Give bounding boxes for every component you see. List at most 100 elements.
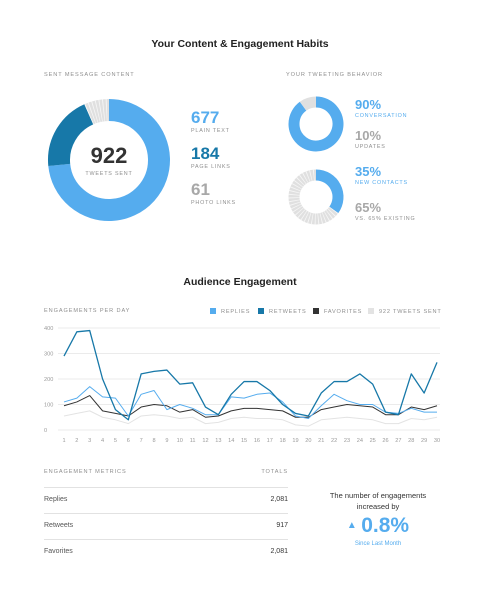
updates-stat: 10% UPDATES xyxy=(355,129,386,150)
increase-value-row: ▲ 0.8% xyxy=(318,514,438,538)
x-tick-label: 23 xyxy=(344,438,350,444)
page-links-value: 184 xyxy=(191,144,220,163)
photo-links-label: PHOTO LINKS xyxy=(191,200,236,206)
increase-sub: Since Last Month xyxy=(354,541,402,547)
x-tick-label: 11 xyxy=(190,438,196,444)
x-tick-label: 20 xyxy=(305,438,311,444)
behavior-label: YOUR TWEETING BEHAVIOR xyxy=(286,72,383,78)
legend-retweets: RETWEETS xyxy=(258,308,306,315)
chart-label: ENGAGEMENTS PER DAY xyxy=(44,308,131,314)
x-tick-label: 12 xyxy=(202,438,208,444)
conversation-donut xyxy=(288,96,344,152)
x-tick-label: 28 xyxy=(408,438,414,444)
x-tick-label: 19 xyxy=(292,438,298,444)
metric-value: 2,081 xyxy=(270,548,288,555)
series-line-favorites xyxy=(63,395,438,418)
donut-slice-conversation xyxy=(288,96,344,152)
page-title: Your Content & Engagement Habits xyxy=(151,38,329,50)
x-tick-label: 2 xyxy=(75,438,78,444)
y-tick-label: 300 xyxy=(44,352,53,358)
conversation-label: CONVERSATION xyxy=(355,113,408,119)
legend-retweets-label: RETWEETS xyxy=(269,309,307,315)
donut-slice-new-contacts xyxy=(315,169,344,214)
x-tick-label: 18 xyxy=(280,438,286,444)
new-contacts-label: NEW CONTACTS xyxy=(355,180,408,186)
x-tick-label: 10 xyxy=(177,438,183,444)
x-tick-label: 26 xyxy=(382,438,388,444)
plain-text-value: 677 xyxy=(191,108,220,127)
metric-row-replies: Replies 2,081 xyxy=(44,487,288,507)
donut-slice-photo-links-pattern xyxy=(84,99,110,125)
series-line-retweets xyxy=(63,329,438,421)
x-tick-label: 6 xyxy=(127,438,130,444)
metrics-header-totals: TOTALS xyxy=(261,469,288,475)
x-tick-label: 1 xyxy=(62,438,65,444)
series-line-total-tweets xyxy=(63,410,438,427)
new-contacts-stat: 35% NEW CONTACTS xyxy=(355,165,408,186)
page-links-label: PAGE LINKS xyxy=(191,164,231,170)
metric-value: 2,081 xyxy=(270,496,288,503)
x-tick-label: 3 xyxy=(88,438,91,444)
metric-label: Retweets xyxy=(44,522,74,529)
legend-favorites-swatch xyxy=(313,308,319,314)
x-tick-label: 25 xyxy=(370,438,376,444)
plain-text-label: PLAIN TEXT xyxy=(191,128,230,134)
metric-row-favorites: Favorites 2,081 xyxy=(44,539,288,559)
x-tick-label: 22 xyxy=(331,438,337,444)
sent-content-label: SENT MESSAGE CONTENT xyxy=(44,72,135,78)
legend-retweets-swatch xyxy=(258,308,264,314)
x-tick-label: 21 xyxy=(318,438,324,444)
x-tick-label: 9 xyxy=(165,438,168,444)
x-tick-label: 8 xyxy=(152,438,155,444)
legend-replies-label: REPLIES xyxy=(221,309,251,315)
x-tick-label: 13 xyxy=(215,438,221,444)
x-tick-label: 24 xyxy=(357,438,363,444)
x-tick-label: 4 xyxy=(101,438,104,444)
metric-value: 917 xyxy=(276,522,288,529)
x-tick-label: 29 xyxy=(421,438,427,444)
x-tick-label: 14 xyxy=(228,438,234,444)
engagement-title: Audience Engagement xyxy=(183,276,297,288)
legend-total-swatch xyxy=(368,308,374,314)
x-tick-label: 15 xyxy=(241,438,247,444)
metric-row-retweets: Retweets 917 xyxy=(44,513,288,533)
existing-value: 65% xyxy=(355,200,382,215)
x-tick-label: 16 xyxy=(254,438,260,444)
donut-total-label: TWEETS SENT xyxy=(85,171,132,177)
metric-label: Replies xyxy=(44,496,68,503)
y-tick-label: 400 xyxy=(44,326,53,332)
sent-content-donut: 922 TWEETS SENT xyxy=(48,99,170,221)
donut-slice-plain-text xyxy=(48,99,170,221)
x-tick-label: 7 xyxy=(140,438,143,444)
photo-links-stat: 61 PHOTO LINKS xyxy=(191,181,236,206)
arrow-up-icon: ▲ xyxy=(346,520,357,531)
existing-label: VS. 65% EXISTING xyxy=(355,216,416,222)
increase-text: The number of engagements increased by xyxy=(329,491,427,511)
y-tick-label: 100 xyxy=(44,403,53,409)
x-tick-label: 5 xyxy=(114,438,117,444)
photo-links-value: 61 xyxy=(191,180,210,199)
legend-replies-swatch xyxy=(210,308,216,314)
plain-text-stat: 677 PLAIN TEXT xyxy=(191,109,230,134)
series-line-replies xyxy=(63,386,437,420)
conversation-value: 90% xyxy=(355,97,382,112)
increase-value: 0.8% xyxy=(361,514,410,537)
metric-label: Favorites xyxy=(44,548,73,555)
donut-total: 922 xyxy=(91,143,128,168)
legend-total: 922 TWEETS SENT xyxy=(368,308,442,315)
legend-replies: REPLIES xyxy=(210,308,250,315)
legend-favorites: FAVORITES xyxy=(313,308,362,315)
y-tick-label: 0 xyxy=(44,428,47,434)
existing-stat: 65% VS. 65% EXISTING xyxy=(355,201,415,222)
donut-slice-updates xyxy=(299,96,317,111)
x-tick-label: 30 xyxy=(434,438,440,444)
x-tick-label: 17 xyxy=(267,438,273,444)
updates-label: UPDATES xyxy=(355,144,386,150)
conversation-stat: 90% CONVERSATION xyxy=(355,98,407,119)
donut-slice-page-links xyxy=(48,104,94,167)
legend-favorites-label: FAVORITES xyxy=(324,309,363,315)
legend-total-label: 922 TWEETS SENT xyxy=(379,309,442,315)
new-contacts-value: 35% xyxy=(355,164,382,179)
metrics-header-label: ENGAGEMENT METRICS xyxy=(44,469,127,475)
